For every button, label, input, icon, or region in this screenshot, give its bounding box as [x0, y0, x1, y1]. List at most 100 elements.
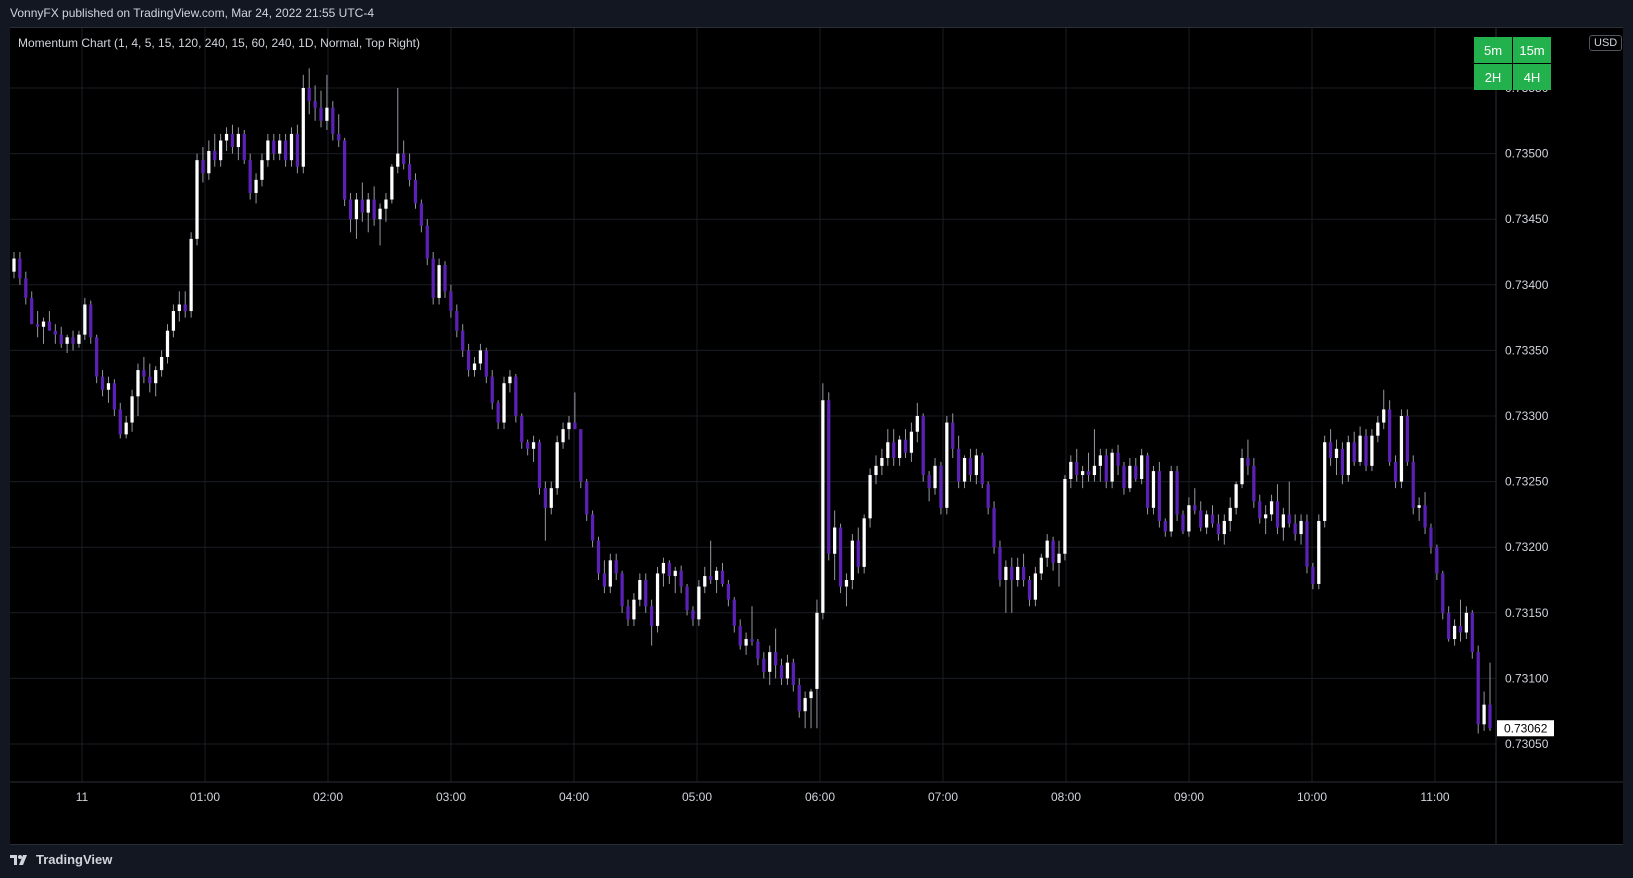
candle-body — [213, 150, 217, 161]
candle-body — [1051, 540, 1055, 563]
candle — [100, 370, 105, 397]
price-tick-label: 0.73200 — [1505, 540, 1549, 554]
candle-body — [1464, 612, 1469, 633]
candle — [1045, 534, 1049, 567]
candle — [41, 317, 46, 344]
candle — [224, 127, 229, 151]
currency-button[interactable]: USD — [1589, 35, 1623, 51]
candle-body — [496, 402, 500, 423]
candle-body — [443, 265, 447, 292]
candle — [1145, 452, 1150, 515]
price-axis[interactable]: 0.735500.735000.734500.734000.733500.733… — [1505, 81, 1549, 751]
candle — [301, 74, 305, 174]
candle — [531, 435, 536, 462]
candle-body — [1228, 507, 1232, 521]
candle-body — [1305, 520, 1309, 567]
price-tick-label: 0.73250 — [1505, 475, 1549, 489]
candle — [1305, 514, 1309, 574]
candle — [1240, 448, 1244, 489]
candle — [1110, 448, 1114, 489]
candle — [1057, 540, 1061, 587]
candle-body — [95, 337, 99, 377]
candle-body — [555, 442, 559, 489]
candle — [862, 514, 866, 574]
indicator-legend[interactable]: Momentum Chart (1, 4, 5, 15, 120, 240, 1… — [18, 36, 420, 50]
candle-body — [1264, 514, 1268, 519]
candle — [18, 252, 22, 285]
candle — [573, 392, 577, 430]
candle — [1169, 465, 1173, 537]
candle — [278, 133, 282, 161]
candle-body — [797, 684, 801, 712]
candle — [1447, 606, 1451, 642]
candle — [449, 284, 453, 318]
candle — [307, 68, 311, 115]
candle-body — [939, 465, 943, 508]
time-tick-label: 11:00 — [1420, 790, 1449, 804]
candle — [614, 553, 618, 580]
candle-body — [886, 442, 890, 458]
candle-body — [691, 610, 695, 620]
candle — [1376, 416, 1380, 443]
candle — [71, 330, 75, 351]
candle — [1234, 481, 1238, 515]
chart-frame[interactable]: 0.735500.735000.734500.734000.733500.733… — [10, 27, 1623, 845]
candle-body — [726, 583, 731, 600]
candle-body — [933, 465, 937, 489]
candle-body — [590, 514, 595, 541]
candle-body — [24, 278, 28, 298]
candle — [596, 536, 601, 580]
candle-body — [1488, 704, 1492, 729]
candle-body — [1010, 566, 1014, 580]
candle — [673, 566, 677, 594]
candle — [466, 343, 471, 377]
candle — [384, 192, 388, 222]
candle-body — [773, 652, 778, 666]
candle — [667, 560, 671, 584]
candlestick-chart[interactable]: 0.735500.735000.734500.734000.733500.733… — [10, 28, 1623, 844]
candle-body — [980, 455, 984, 485]
candle — [1281, 507, 1285, 541]
candle — [892, 429, 896, 466]
candle — [53, 324, 57, 344]
candle-body — [744, 639, 748, 646]
candle — [1317, 514, 1321, 590]
candle-body — [1311, 566, 1315, 584]
candle — [1382, 389, 1386, 430]
candle — [283, 133, 288, 167]
candle-body — [130, 396, 134, 423]
candle-body — [1334, 448, 1339, 458]
candle-body — [809, 691, 813, 699]
price-tick-label: 0.73100 — [1505, 671, 1549, 685]
candle — [821, 383, 825, 620]
candle-body — [951, 422, 955, 449]
candle — [437, 258, 441, 305]
candle-body — [289, 133, 294, 161]
candle — [1299, 514, 1303, 545]
time-axis[interactable]: 11 01:00 02:00 03:00 04:00 05:00 06:00 07:00 08:… — [76, 790, 1450, 804]
candle — [35, 311, 40, 338]
candle-body — [1399, 416, 1404, 482]
candle — [1027, 576, 1032, 607]
candle-body — [1358, 435, 1362, 462]
candle — [461, 324, 465, 357]
candle — [714, 566, 719, 594]
candle — [413, 173, 418, 209]
candle — [968, 448, 973, 482]
candle-body — [266, 140, 270, 161]
candle — [838, 523, 843, 594]
candle — [24, 271, 28, 305]
candle — [992, 501, 996, 554]
candle — [1252, 457, 1256, 508]
candle-body — [927, 475, 931, 489]
candle — [579, 429, 583, 489]
candle-body — [1021, 566, 1026, 580]
candle — [1258, 494, 1262, 524]
candle-body — [1116, 452, 1120, 466]
candle-body — [1027, 580, 1032, 600]
candle-body — [868, 475, 872, 519]
candle — [1163, 518, 1167, 537]
candle — [136, 363, 140, 416]
candle — [809, 688, 813, 729]
candle — [1021, 553, 1026, 587]
